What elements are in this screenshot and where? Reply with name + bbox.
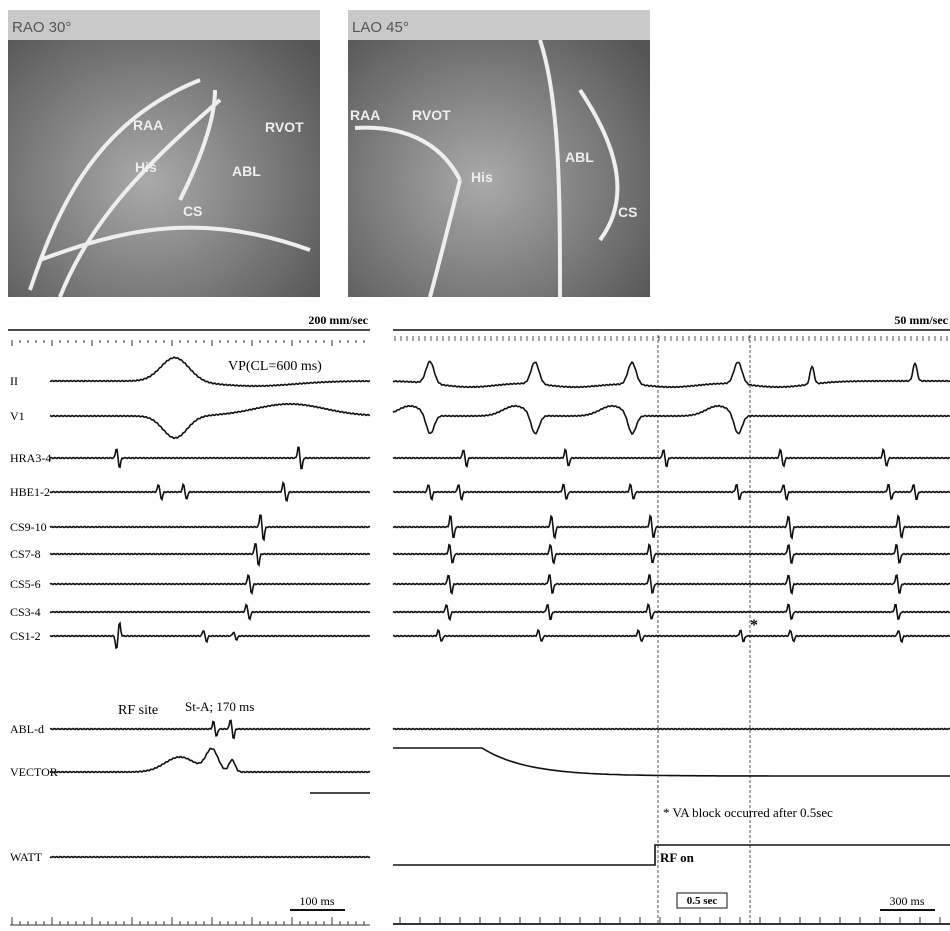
image-label: RAA [133,117,163,133]
trace [49,480,371,503]
channel-label: CS9-10 [10,520,47,534]
image-label: ABL [565,149,594,165]
fluoro-rao: RAO 30° RAA RVOT His ABL CS [8,10,320,298]
scale: 100 ms [299,894,334,908]
channel-label: CS1-2 [10,629,41,643]
channel-label: VECTOR [10,765,58,779]
channel-label: CS5-6 [10,577,41,591]
trace [392,543,950,565]
trace [392,727,950,731]
trace [49,747,371,774]
channel-label: WATT [10,850,43,864]
image-label: RVOT [412,107,451,123]
interval: 0.5 sec [687,895,718,907]
trace [393,844,950,866]
image-title: LAO 45° [352,19,409,36]
channel-label: HRA3-4 [10,451,51,465]
trace [392,482,950,502]
trace [49,621,371,650]
trace [49,855,371,859]
speed: 50 mm/sec [894,313,948,327]
trace [49,402,371,440]
annotation: VP(CL=600 ms) [228,359,322,374]
trace [49,719,371,740]
trace [49,514,371,542]
image-label: His [471,169,493,185]
trace [49,573,371,596]
trace [392,603,950,622]
asterisk: * [750,617,758,634]
annotation: RF site [118,703,158,718]
channel-label: CS3-4 [10,605,41,619]
note: * VA block occurred after 0.5sec [663,805,833,820]
annotation: St-A; 170 ms [185,699,254,714]
rf-on: RF on [660,850,695,865]
trace [49,542,371,567]
channel-label: V1 [10,409,25,423]
channel-label: CS7-8 [10,547,41,561]
trace [393,747,950,777]
channel-label: HBE1-2 [10,485,50,499]
speed: 200 mm/sec [308,313,368,327]
image-label: ABL [232,163,261,179]
trace [49,356,371,388]
trace [49,446,371,470]
trace [392,574,950,595]
image-label: RVOT [265,119,304,135]
scale: 300 ms [889,894,924,908]
trace [392,447,950,468]
trace [49,603,371,621]
trace [392,628,950,644]
image-label: His [135,159,157,175]
trace [392,514,950,540]
channel-label: II [10,374,18,388]
image-label: CS [618,204,637,220]
image-title: RAO 30° [12,19,71,36]
fluoro-lao: LAO 45° RAA RVOT His ABL CS [348,10,650,298]
channel-label: ABL-d [10,722,44,736]
image-label: CS [183,203,202,219]
image-label: RAA [350,107,380,123]
trace [392,404,950,436]
trace [392,360,950,389]
